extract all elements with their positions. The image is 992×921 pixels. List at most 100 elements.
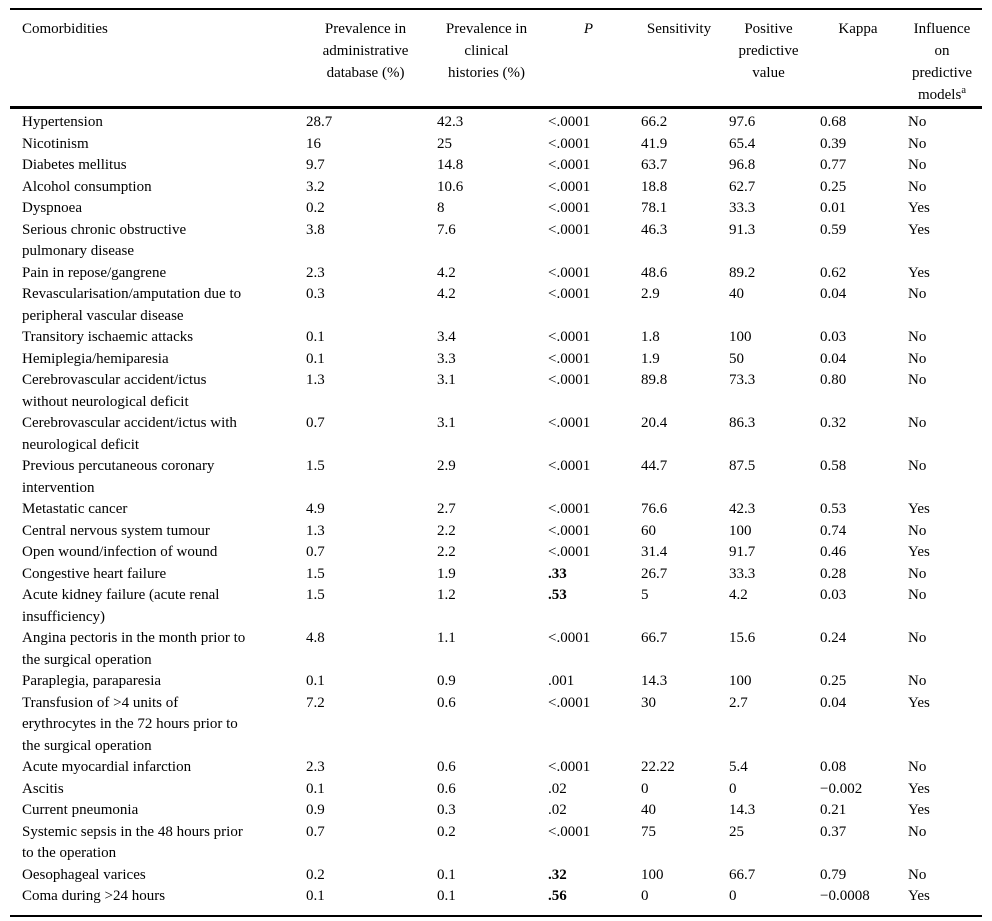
cell-p: <.0001 bbox=[548, 630, 591, 646]
cell-prev_admin: 0.2 bbox=[306, 866, 325, 883]
cell-kappa: 0.32 bbox=[820, 415, 847, 431]
cell-sensitivity: 0 bbox=[641, 888, 649, 904]
table-row: Central nervous system tumour 1.3 2.2 <.000… bbox=[10, 521, 982, 543]
cell-prev_admin: 0.1 bbox=[306, 329, 325, 345]
col-header-label: Influence on predictive models bbox=[912, 21, 972, 103]
cell-kappa: 0.04 bbox=[820, 694, 847, 711]
table-row: Cerebrovascular accident/ictus without n… bbox=[10, 370, 982, 413]
cell-comorbidity: Paraplegia, paraparesia bbox=[22, 673, 162, 689]
cell-comorbidity: Nicotinism bbox=[22, 135, 89, 152]
cell-sensitivity: 20.4 bbox=[641, 415, 668, 431]
cell-ppv: 65.4 bbox=[729, 135, 756, 152]
cell-prev_clinical: 1.2 bbox=[437, 587, 456, 603]
cell-prev_clinical: 2.9 bbox=[437, 458, 456, 474]
cell-sensitivity: 1.9 bbox=[641, 350, 660, 367]
cell-comorbidity: Coma during >24 hours bbox=[22, 888, 166, 904]
cell-sensitivity: 60 bbox=[641, 522, 656, 539]
col-header-label: Prevalence in clinical histories (%) bbox=[445, 21, 528, 81]
cell-kappa: 0.68 bbox=[820, 114, 847, 130]
table-row: Ascitis 0.1 0.6 .02 0 0 −0.002 Yes bbox=[10, 779, 982, 801]
cell-sensitivity: 30 bbox=[641, 694, 656, 711]
table-row: Previous percutaneous coronary intervent… bbox=[10, 456, 982, 499]
table-row: Oesophageal varices 0.2 0.1 .32 100 66.7 0.79 N… bbox=[10, 865, 982, 887]
cell-kappa: 0.04 bbox=[820, 350, 847, 367]
cell-kappa: −0.002 bbox=[820, 780, 863, 797]
col-header-label: P bbox=[583, 21, 594, 37]
cell-sensitivity: 76.6 bbox=[641, 501, 668, 517]
cell-comorbidity: Current pneumonia bbox=[22, 802, 139, 818]
table-row: Coma during >24 hours 0.1 0.1 .56 0 0 −0.0008 Y… bbox=[10, 886, 982, 916]
cell-prev_clinical: 3.1 bbox=[437, 372, 456, 388]
cell-prev_admin: 28.7 bbox=[306, 114, 333, 130]
cell-prev_admin: 9.7 bbox=[306, 157, 325, 173]
cell-kappa: 0.01 bbox=[820, 200, 847, 216]
cell-kappa: 0.46 bbox=[820, 544, 847, 560]
cell-sensitivity: 26.7 bbox=[641, 565, 668, 582]
cell-comorbidity: Cerebrovascular accident/ictus without n… bbox=[22, 372, 207, 410]
cell-sensitivity: 78.1 bbox=[641, 200, 668, 216]
cell-p: <.0001 bbox=[548, 501, 591, 517]
cell-kappa: 0.62 bbox=[820, 264, 847, 281]
cell-prev_admin: 0.1 bbox=[306, 888, 325, 904]
cell-prev_admin: 1.3 bbox=[306, 522, 325, 539]
cell-influence: No bbox=[908, 178, 927, 195]
cell-kappa: 0.74 bbox=[820, 522, 847, 539]
cell-influence: Yes bbox=[908, 200, 930, 216]
cell-kappa: 0.28 bbox=[820, 565, 847, 582]
cell-prev_clinical: 0.1 bbox=[437, 866, 456, 883]
cell-ppv: 89.2 bbox=[729, 264, 756, 281]
table-row: Alcohol consumption 3.2 10.6 <.0001 18.8 62.7… bbox=[10, 177, 982, 199]
cell-influence: No bbox=[908, 522, 927, 539]
cell-ppv: 25 bbox=[729, 823, 744, 840]
cell-prev_admin: 0.7 bbox=[306, 823, 325, 840]
cell-p: <.0001 bbox=[548, 264, 591, 281]
cell-comorbidity: Central nervous system tumour bbox=[22, 522, 210, 539]
col-header-label: Comorbidities bbox=[22, 21, 108, 37]
table-row: Revascularisation/amputation due to peri… bbox=[10, 284, 982, 327]
cell-kappa: 0.80 bbox=[820, 372, 847, 388]
cell-comorbidity: Systemic sepsis in the 48 hours prior to… bbox=[22, 823, 243, 862]
cell-sensitivity: 75 bbox=[641, 823, 656, 840]
cell-prev_admin: 0.7 bbox=[306, 544, 325, 560]
cell-prev_admin: 2.3 bbox=[306, 759, 325, 775]
cell-comorbidity: Ascitis bbox=[22, 780, 64, 797]
cell-prev_clinical: 25 bbox=[437, 135, 452, 152]
cell-prev_admin: 0.7 bbox=[306, 415, 325, 431]
cell-sensitivity: 100 bbox=[641, 866, 664, 883]
table-row: Acute myocardial infarction 2.3 0.6 <.0001 2… bbox=[10, 757, 982, 779]
cell-prev_admin: 0.1 bbox=[306, 780, 325, 797]
cell-sensitivity: 31.4 bbox=[641, 544, 668, 560]
cell-prev_clinical: 0.1 bbox=[437, 888, 456, 904]
cell-comorbidity: Acute myocardial infarction bbox=[22, 759, 192, 775]
col-header-kappa: Kappa bbox=[814, 9, 902, 108]
cell-ppv: 40 bbox=[729, 286, 744, 302]
table-row: Serious chronic obstructive pulmonary di… bbox=[10, 220, 982, 263]
cell-ppv: 62.7 bbox=[729, 178, 756, 195]
cell-prev_clinical: 1.9 bbox=[437, 565, 456, 582]
cell-p: .02 bbox=[548, 802, 567, 818]
col-header-label: Sensitivity bbox=[646, 21, 712, 37]
table-row: Dyspnoea 0.2 8 <.0001 78.1 33.3 0.01 Yes bbox=[10, 198, 982, 220]
cell-comorbidity: Metastatic cancer bbox=[22, 501, 128, 517]
cell-prev_admin: 0.9 bbox=[306, 802, 325, 818]
cell-prev_clinical: 42.3 bbox=[437, 114, 464, 130]
cell-prev_clinical: 0.6 bbox=[437, 780, 456, 797]
cell-sensitivity: 41.9 bbox=[641, 135, 668, 152]
cell-prev_admin: 7.2 bbox=[306, 694, 325, 711]
cell-influence: No bbox=[908, 157, 927, 173]
cell-comorbidity: Dyspnoea bbox=[22, 200, 82, 216]
cell-ppv: 2.7 bbox=[729, 694, 748, 711]
cell-kappa: 0.77 bbox=[820, 157, 847, 173]
cell-p: <.0001 bbox=[548, 823, 591, 840]
cell-ppv: 50 bbox=[729, 350, 744, 367]
cell-comorbidity: Cerebrovascular accident/ictus with neur… bbox=[22, 415, 237, 453]
cell-influence: No bbox=[908, 673, 927, 689]
cell-ppv: 91.3 bbox=[729, 221, 756, 238]
cell-ppv: 33.3 bbox=[729, 565, 756, 582]
cell-p: <.0001 bbox=[548, 221, 591, 238]
cell-influence: No bbox=[908, 565, 927, 582]
cell-prev_admin: 0.1 bbox=[306, 673, 325, 689]
cell-sensitivity: 2.9 bbox=[641, 286, 660, 302]
cell-influence: No bbox=[908, 372, 927, 388]
